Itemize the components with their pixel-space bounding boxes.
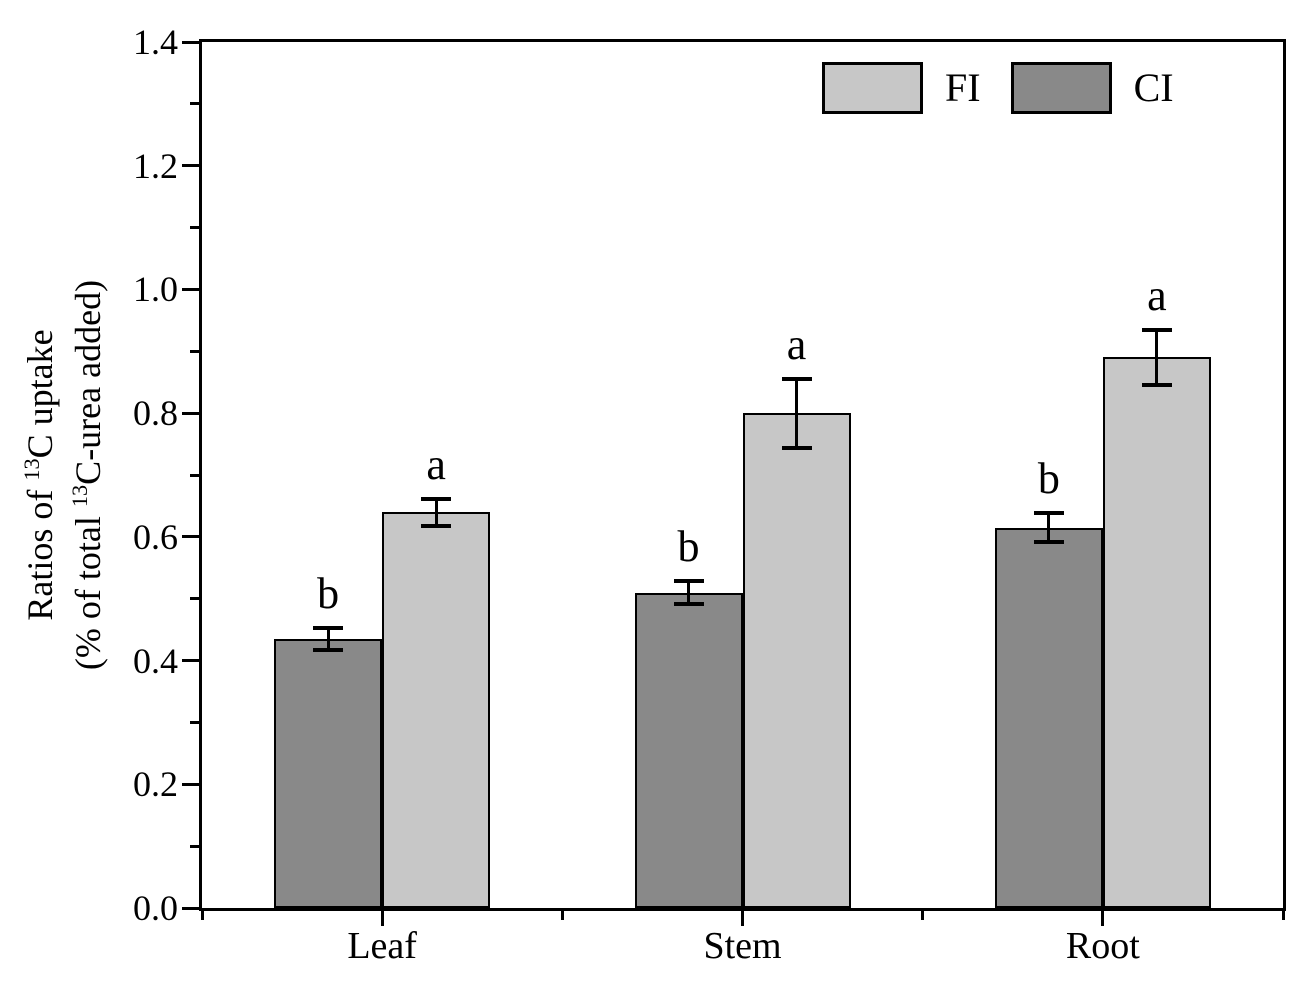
y-tick-major (182, 782, 202, 786)
y-tick-label: 0.8 (133, 393, 178, 434)
y-tick-minor (190, 473, 202, 477)
sig-letter-fi-root: a (1147, 270, 1167, 320)
y-tick-label: 1.4 (133, 22, 178, 62)
x-tick-minor (560, 908, 564, 920)
legend-entry-fi: FI (822, 62, 981, 114)
bar-fi-stem (742, 413, 851, 908)
y-tick-minor (190, 844, 202, 848)
x-tick-major (741, 908, 744, 926)
bar-ci-root (994, 527, 1103, 908)
bar-ci-leaf (274, 638, 383, 908)
y-tick-major (182, 287, 202, 291)
y-tick-label: 1.0 (133, 269, 178, 310)
error-bar-line (434, 496, 438, 528)
y-tick-minor (190, 102, 202, 106)
y-tick-label: 0.0 (133, 888, 178, 928)
error-bar-cap (421, 523, 452, 528)
y-tick-label: 1.2 (133, 145, 178, 186)
y-tick-major (182, 164, 202, 168)
x-tick-minor (1281, 908, 1285, 920)
y-axis-title-line1: Ratios of 13C uptake (19, 329, 60, 621)
error-bar-cap (673, 602, 704, 607)
error-bar-ci-root (1033, 511, 1064, 544)
y-tick-minor (190, 597, 202, 601)
bar-ci-stem (634, 592, 743, 908)
x-tick-major (380, 908, 384, 926)
sig-letter-ci-stem: b (677, 521, 700, 571)
error-bar-cap (1141, 383, 1172, 388)
y-tick-label: 0.2 (133, 764, 178, 805)
x-category-label: Stem (703, 925, 782, 967)
y-axis-title: Ratios of 13C uptake (% of total 13C-ure… (16, 105, 112, 845)
plot-area: FI CI (199, 39, 1286, 911)
error-bar-ci-stem (673, 578, 704, 607)
x-category-label: Leaf (347, 925, 417, 967)
error-bar-line (1047, 511, 1051, 544)
y-tick-major (182, 535, 202, 539)
error-bar-cap (313, 648, 344, 653)
error-bar-ci-leaf (313, 625, 344, 653)
y-tick-minor (190, 226, 202, 230)
y-tick-major (182, 659, 202, 663)
y-tick-minor (190, 349, 202, 353)
y-tick-minor (190, 720, 202, 724)
y-tick-label: 0.6 (133, 516, 178, 557)
error-bar-line (326, 625, 330, 653)
bar-fi-root (1102, 357, 1211, 908)
error-bar-fi-root (1141, 327, 1172, 388)
error-bar-cap (781, 445, 812, 450)
y-tick-major (182, 411, 202, 415)
sig-letter-fi-stem: a (786, 319, 807, 369)
error-bar-cap (1033, 539, 1064, 544)
y-tick-label: 0.4 (133, 640, 178, 681)
legend-swatch-fi (822, 62, 923, 114)
x-tick-major (1101, 908, 1105, 926)
sig-letter-fi-leaf: a (426, 439, 446, 489)
sig-letter-ci-root: b (1037, 454, 1060, 504)
legend-label-fi: FI (945, 65, 981, 110)
error-bar-line (795, 376, 798, 450)
error-bar-fi-leaf (421, 496, 452, 528)
legend: FI CI (822, 62, 1174, 114)
y-tick-major (182, 906, 202, 910)
x-category-label: Root (1065, 925, 1140, 967)
y-axis-title-line2: (% of total 13C-urea added) (67, 279, 108, 671)
legend-swatch-ci (1010, 62, 1112, 114)
error-bar-line (687, 578, 690, 607)
error-bar-fi-stem (781, 376, 812, 450)
x-tick-minor (921, 908, 925, 920)
y-tick-major (182, 40, 202, 44)
sig-letter-ci-leaf: b (317, 568, 340, 618)
legend-label-ci: CI (1133, 65, 1174, 110)
legend-entry-ci: CI (1010, 62, 1174, 114)
x-tick-minor (200, 908, 204, 920)
error-bar-line (1155, 327, 1159, 388)
